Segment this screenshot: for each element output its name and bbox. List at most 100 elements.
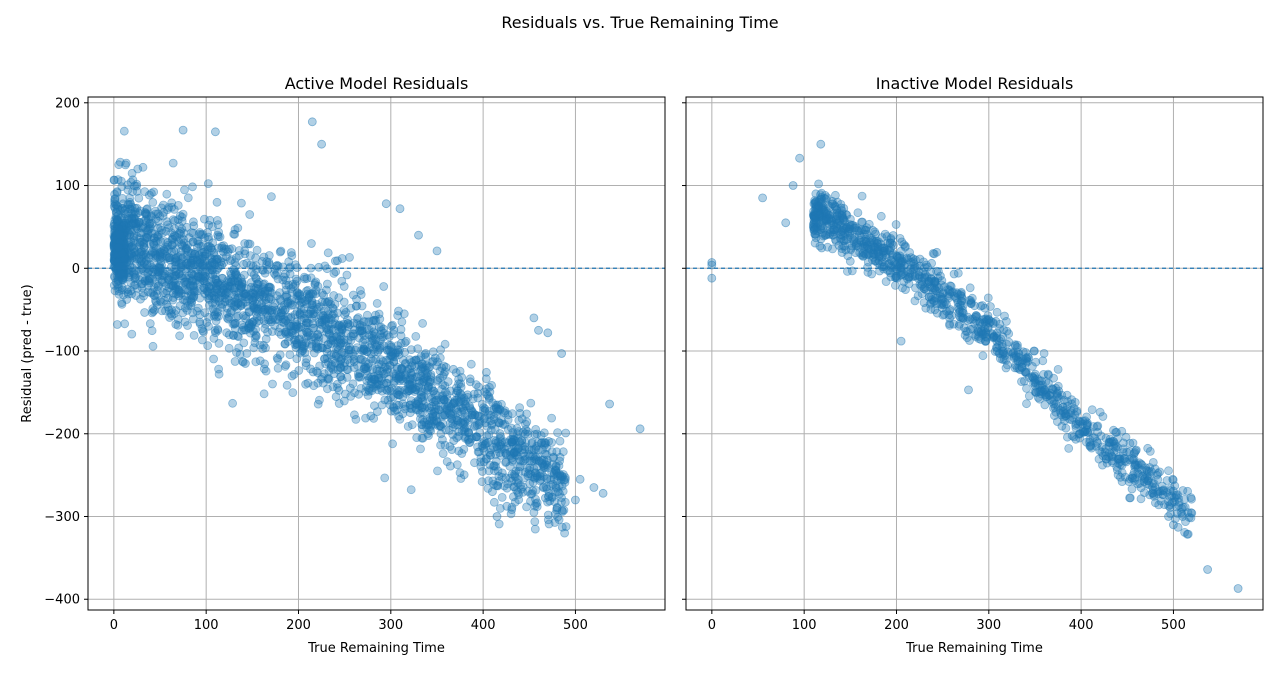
inactive-scatter-point [882, 245, 892, 255]
active-scatter-point [440, 381, 450, 391]
active-scatter-point [309, 381, 319, 391]
active-scatter-point [144, 274, 154, 284]
active-scatter-point [174, 269, 184, 279]
active-scatter-point [334, 385, 344, 395]
active-scatter-point [109, 219, 119, 228]
active-scatter-point [308, 309, 318, 319]
active-scatter-point [571, 495, 580, 505]
active-scatter-point [368, 316, 378, 326]
active-scatter-point [195, 277, 205, 287]
active-scatter-point [130, 270, 139, 280]
active-scatter-point [173, 200, 183, 210]
active-scatter-point [284, 280, 294, 290]
active-scatter-point [153, 209, 163, 219]
active-scatter-point [278, 314, 288, 324]
active-scatter-point [169, 246, 179, 256]
active-scatter-point [127, 168, 137, 178]
active-scatter-point [426, 370, 436, 379]
active-scatter-point [500, 406, 510, 416]
active-scatter-point [282, 292, 292, 302]
active-scatter-point [478, 443, 488, 453]
active-scatter-point [403, 386, 413, 396]
active-scatter-point [181, 277, 191, 287]
active-scatter-point [182, 305, 192, 315]
inactive-scatter-point [1125, 493, 1134, 503]
active-scatter-point [388, 392, 398, 402]
active-scatter-point [113, 202, 123, 212]
active-scatter-point [411, 385, 421, 395]
active-scatter-point [465, 374, 475, 384]
active-scatter-point [214, 369, 224, 379]
active-scatter-point [125, 204, 135, 214]
active-scatter-point [435, 421, 445, 431]
active-scatter-point [393, 390, 403, 400]
inactive-scatter-point [965, 283, 975, 293]
active-scatter-point [301, 361, 311, 371]
inactive-scatter-point [971, 330, 980, 340]
inactive-scatter-point [992, 343, 1002, 352]
active-scatter-point [398, 376, 408, 386]
active-scatter-point [400, 358, 410, 368]
active-y-tick-label: −300 [44, 510, 80, 525]
active-scatter-point [259, 389, 269, 399]
active-scatter-point [411, 399, 421, 409]
active-scatter-point [252, 245, 262, 255]
active-x-tick-label: 400 [471, 618, 496, 633]
active-scatter-point [259, 364, 269, 374]
inactive-scatter-point [758, 193, 767, 203]
active-scatter-point [266, 305, 276, 315]
active-scatter-point [491, 438, 501, 448]
active-scatter-point [218, 283, 228, 293]
active-scatter-point [158, 200, 168, 210]
active-scatter-point [110, 228, 120, 238]
active-scatter-point [270, 321, 280, 330]
active-scatter-point [417, 386, 427, 396]
active-scatter-point [438, 394, 448, 404]
active-scatter-point [366, 379, 376, 388]
active-scatter-point [375, 335, 385, 345]
active-scatter-point [138, 162, 148, 172]
active-scatter-point [193, 272, 203, 282]
active-scatter-point [349, 318, 359, 328]
active-scatter-point [460, 399, 470, 409]
active-scatter-point [322, 279, 332, 289]
inactive-scatter-point [1109, 425, 1118, 435]
active-scatter-point [168, 158, 178, 168]
active-scatter-point [497, 416, 507, 426]
active-scatter-point [472, 432, 482, 442]
active-scatter-point [381, 199, 391, 209]
active-scatter-point [115, 245, 125, 254]
active-scatter-point [303, 378, 313, 388]
active-scatter-point [194, 229, 204, 239]
active-scatter-point [405, 386, 415, 396]
active-scatter-point [214, 364, 224, 374]
inactive-scatter-point [978, 351, 988, 361]
active-scatter-point [142, 204, 152, 214]
active-scatter-point [417, 403, 427, 413]
active-scatter-point [482, 421, 492, 431]
active-scatter-point [479, 405, 488, 415]
active-scatter-point [560, 477, 570, 487]
active-scatter-point [395, 345, 404, 355]
inactive-scatter-point [954, 304, 964, 314]
active-scatter-point [131, 218, 141, 228]
active-scatter-point [370, 379, 380, 389]
active-scatter-point [440, 402, 450, 412]
inactive-scatter-point [1136, 494, 1146, 504]
active-scatter-point [506, 423, 516, 433]
active-scatter-point [363, 359, 373, 369]
active-scatter-point [394, 350, 404, 360]
active-scatter-point [112, 188, 122, 198]
active-scatter-point [275, 312, 284, 322]
active-scatter-point [388, 402, 398, 412]
active-scatter-point [193, 303, 203, 313]
active-scatter-point [144, 214, 153, 224]
active-scatter-point [134, 193, 144, 203]
active-scatter-point [403, 380, 413, 390]
active-scatter-point [420, 350, 430, 360]
active-scatter-point [499, 407, 509, 417]
active-scatter-point [118, 199, 128, 209]
active-scatter-point [393, 362, 402, 372]
active-scatter-point [204, 220, 214, 230]
inactive-scatter-point [1075, 429, 1085, 439]
